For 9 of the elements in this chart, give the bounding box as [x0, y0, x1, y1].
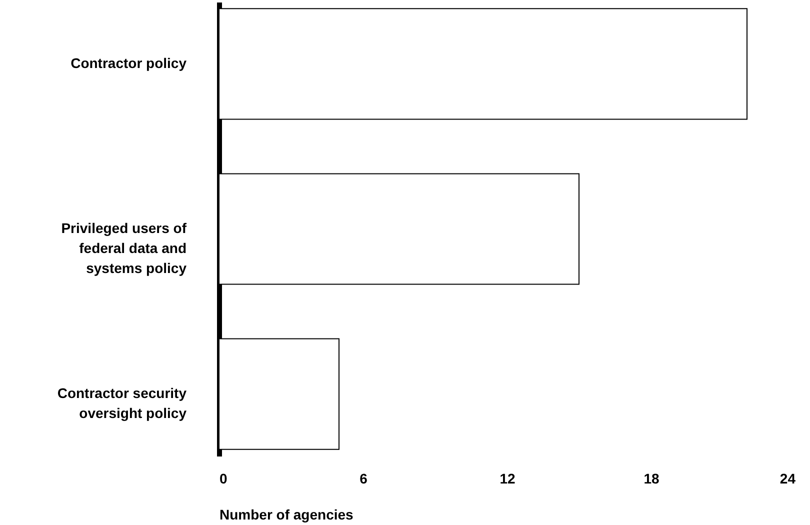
x-tick-label: 6 [360, 470, 368, 486]
x-axis-title: Number of agencies [220, 506, 354, 522]
x-tick-label: 12 [500, 470, 516, 486]
y-tick-label: Contractor security oversight policy [57, 385, 187, 422]
y-tick-label: Contractor policy [70, 54, 187, 71]
x-tick-label: 24 [780, 470, 796, 486]
y-tick-label: Privileged users of federal data and systems policy [61, 220, 187, 276]
x-tick-label: 18 [644, 470, 660, 486]
x-tick-label: 0 [220, 470, 228, 486]
